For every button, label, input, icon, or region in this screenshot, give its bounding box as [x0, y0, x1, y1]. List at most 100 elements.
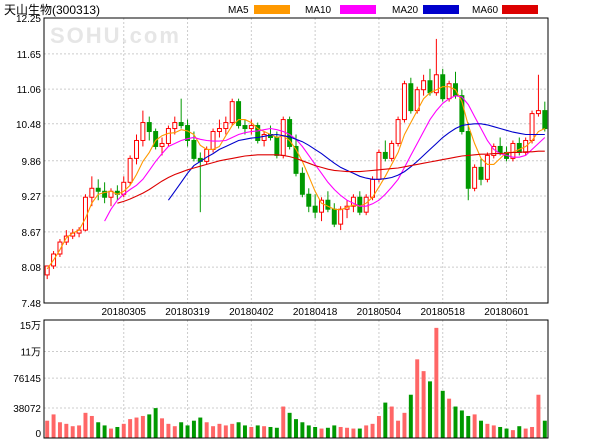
volume-bar	[64, 423, 69, 438]
volume-bar	[211, 426, 216, 438]
volume-bar	[319, 428, 324, 438]
volume-bar	[179, 422, 184, 438]
candle-body	[299, 172, 305, 195]
volume-bar	[262, 426, 267, 438]
volume-bar	[191, 420, 196, 438]
candle-body	[529, 113, 535, 141]
candle-body	[95, 187, 101, 192]
volume-bar	[121, 423, 126, 438]
volume-bar	[396, 420, 401, 438]
candle-body	[134, 139, 139, 159]
volume-panel-frame	[43, 319, 549, 439]
stock-title: 天山生物(300313)	[4, 3, 100, 17]
volume-bar	[204, 422, 209, 438]
legend: MA5 MA10 MA20 MA60	[228, 5, 538, 16]
legend-swatch-ma5	[254, 5, 290, 14]
volume-bar	[440, 390, 445, 438]
candle-body	[427, 80, 433, 94]
candle-body	[382, 151, 388, 159]
price-tick-label: 9.86	[22, 157, 42, 168]
watermark: SOHU.com	[50, 23, 181, 48]
price-tick-label: 11.06	[17, 85, 42, 96]
date-tick-label: 20180504	[357, 307, 402, 318]
volume-tick-label: 38072	[13, 404, 41, 415]
volume-bar	[185, 425, 190, 438]
volume-bar	[268, 426, 273, 438]
candle-body	[185, 125, 191, 141]
volume-bar	[415, 359, 420, 438]
volume-bar	[230, 423, 235, 438]
volume-bar	[313, 426, 318, 438]
price-tick-label: 12.25	[16, 14, 41, 25]
volume-bar	[300, 422, 305, 438]
volume-bar	[459, 410, 464, 438]
volume-tick-label: 0	[35, 429, 41, 440]
candle-body	[312, 205, 318, 213]
candle-body	[229, 101, 235, 124]
candle-body	[274, 136, 280, 156]
volume-bar	[364, 425, 369, 438]
volume-bar	[485, 423, 490, 438]
ma10-line	[104, 95, 546, 222]
volume-bar	[370, 423, 375, 438]
legend-label-ma20: MA20	[392, 5, 419, 16]
price-tick-label: 10.48	[16, 120, 41, 131]
candle-body	[401, 83, 407, 121]
candle-body	[102, 190, 108, 198]
volume-bar	[338, 426, 343, 438]
volume-bar	[147, 414, 152, 438]
volume-bar	[287, 412, 292, 438]
candle-body	[146, 122, 152, 133]
candle-body	[319, 199, 324, 213]
volume-bar	[109, 428, 113, 438]
volume-bar	[70, 426, 75, 438]
volume-bar	[83, 412, 88, 438]
ma5-line	[46, 86, 546, 270]
price-tick-label: 8.67	[22, 228, 42, 239]
volume-bar	[504, 428, 509, 438]
candle-body	[178, 122, 184, 127]
legend-label-ma60: MA60	[472, 5, 499, 16]
candle-body	[459, 95, 465, 133]
volume-bar	[51, 414, 56, 438]
volume-bar	[223, 425, 228, 438]
candle-body	[293, 145, 299, 174]
volume-tick-label: 76145	[13, 374, 41, 385]
volume-bar	[351, 428, 356, 438]
volume-bar	[453, 406, 458, 438]
volume-bar	[345, 427, 350, 438]
candle-body	[242, 125, 248, 130]
price-tick-label: 7.48	[22, 299, 42, 310]
candle-body	[395, 119, 401, 144]
legend-swatch-ma60	[502, 5, 538, 14]
date-tick-label: 20180601	[484, 307, 529, 318]
price-tick-label: 8.08	[22, 263, 42, 274]
volume-bar	[249, 426, 254, 438]
volume-bar	[242, 425, 247, 438]
volume-bar	[89, 415, 94, 438]
candle-body	[306, 193, 312, 207]
volume-bar	[491, 425, 496, 438]
date-tick-label: 20180418	[293, 307, 338, 318]
volume-bar	[140, 415, 145, 438]
volume-bar	[77, 425, 82, 438]
candle-body	[280, 119, 286, 156]
volume-bar	[153, 408, 158, 438]
candle-body	[516, 142, 522, 153]
volume-bar	[115, 426, 120, 438]
volume-bar	[57, 422, 62, 438]
price-panel-frame	[43, 17, 549, 304]
candle-body	[140, 122, 146, 141]
date-tick-label: 20180319	[165, 307, 210, 318]
volume-bar	[383, 402, 388, 438]
volume-bar	[281, 406, 286, 438]
candle-body	[408, 83, 414, 112]
volume-bar	[102, 425, 107, 438]
candle-body	[236, 101, 242, 127]
candle-body	[191, 139, 197, 159]
candle-body	[497, 145, 503, 153]
volume-bar	[530, 426, 535, 438]
volume-bar	[498, 426, 503, 438]
date-tick-label: 20180518	[420, 307, 465, 318]
